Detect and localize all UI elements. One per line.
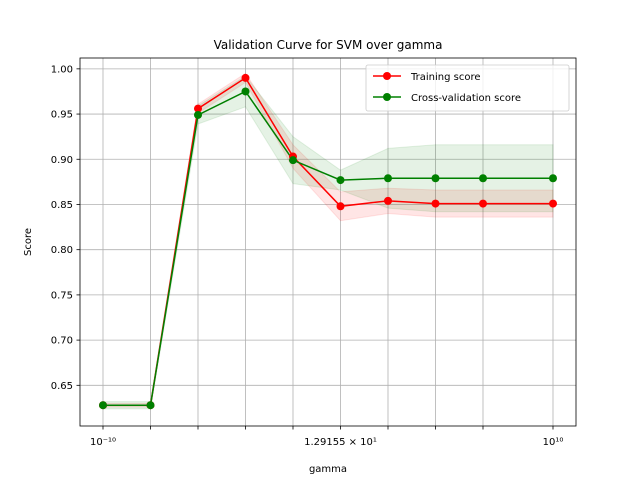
x-tick-label: 10¹⁰ [543,437,564,448]
legend: Training score Cross-validation score [365,64,570,112]
y-tick-label: 0.95 [51,110,73,121]
x-axis-label: gamma [309,464,347,475]
data-point-training [241,73,250,82]
data-point-cv [479,174,487,183]
data-point-training [384,196,392,205]
y-tick-label: 0.65 [51,381,73,392]
series-line-cv [103,90,553,406]
data-point-cv [99,401,107,410]
y-tick-label: 0.85 [51,200,73,211]
data-point-training [431,199,440,208]
x-tick-label: 10⁻¹⁰ [90,437,116,448]
series-points [99,73,557,410]
series-lines [103,76,553,406]
legend-label-cv: Cross-validation score [411,93,521,104]
band-cv [102,75,554,410]
legend-box [365,64,570,112]
x-ticks: 10⁻¹⁰ 1.29155 × 10¹ 10¹⁰ [90,426,563,448]
data-point-training [194,104,202,113]
legend-marker-cv [383,93,391,101]
data-point-cv [384,174,392,183]
y-tick-label: 0.80 [51,245,73,256]
y-tick-label: 0.75 [51,290,73,301]
data-point-training [336,202,345,211]
legend-marker-training [383,72,391,80]
data-point-cv [336,176,345,185]
band-training [102,72,554,408]
y-tick-label: 0.90 [51,155,73,166]
confidence-bands [102,72,554,410]
data-point-cv [194,110,202,119]
chart-title: Validation Curve for SVM over gamma [214,38,443,52]
data-point-cv [241,87,250,96]
plot-frame [79,57,577,427]
data-point-training [479,199,487,208]
data-point-cv [549,174,557,183]
legend-label-training: Training score [410,72,481,83]
data-point-cv [431,174,440,183]
x-tick-label: 1.29155 × 10¹ [304,437,377,448]
data-point-training [549,199,557,208]
y-axis-label: Score [23,228,34,256]
y-tick-label: 1.00 [51,64,73,75]
y-ticks: 0.65 0.70 0.75 0.80 0.85 0.90 0.95 1.00 [51,64,80,392]
data-point-cv [289,156,297,165]
y-tick-label: 0.70 [51,336,73,347]
data-point-cv [146,401,155,410]
